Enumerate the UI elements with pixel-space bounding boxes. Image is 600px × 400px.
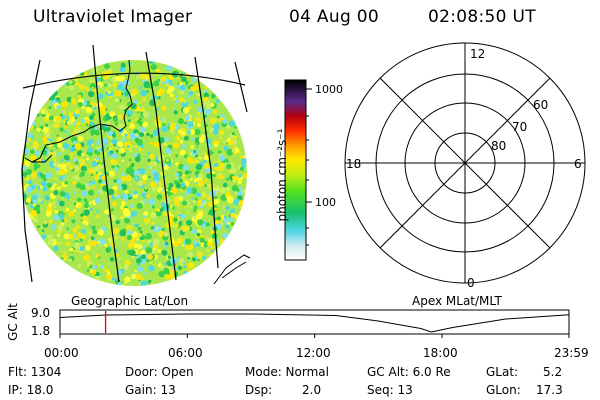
status-flt: Flt: 1304 xyxy=(8,365,62,379)
altitude-axis-label: GC Alt xyxy=(6,303,20,341)
status-glat-value: 5.2 xyxy=(543,365,563,379)
status-dsp-label: Dsp: xyxy=(245,383,273,397)
geographic-grid xyxy=(21,44,248,283)
colorbar-tick-label-1000: 1000 xyxy=(315,83,343,96)
mlt-label-18: 18 xyxy=(346,157,362,171)
colorbar xyxy=(284,79,307,261)
status-door: Door: Open xyxy=(125,365,194,379)
apex-grid-label: Apex MLat/MLT xyxy=(412,294,502,308)
latitude-line xyxy=(234,61,248,113)
uv-image-disc xyxy=(21,60,247,286)
lat-label-80: 80 xyxy=(491,139,507,153)
status-dsp-value: 2.0 xyxy=(302,383,322,397)
polar-plot xyxy=(344,42,586,284)
altitude-chart-frame xyxy=(59,309,570,335)
status-ip: IP: 18.0 xyxy=(8,383,54,397)
status-gain: Gain: 13 xyxy=(125,383,176,397)
lat-label-70: 70 xyxy=(512,120,528,134)
status-glon-label: GLon: xyxy=(486,383,521,397)
longitude-line xyxy=(145,51,177,281)
altitude-series-line xyxy=(59,313,570,333)
time-label: 02:08:50 UT xyxy=(428,7,536,27)
altitude-tick-min: 1.8 xyxy=(31,324,51,338)
latitude-line xyxy=(22,72,246,89)
polar-diagonal xyxy=(379,77,551,249)
mlt-label-0: 0 xyxy=(467,276,475,290)
altitude-tick-max: 9.0 xyxy=(31,306,51,320)
geographic-grid-label: Geographic Lat/Lon xyxy=(71,294,189,308)
lat-label-60: 60 xyxy=(533,98,549,112)
time-tick-0600: 06:00 xyxy=(168,346,203,360)
instrument-title: Ultraviolet Imager xyxy=(33,7,193,27)
mlt-label-6: 6 xyxy=(574,157,582,171)
colorbar-tick-label-100: 100 xyxy=(315,196,336,209)
status-glon-value: 17.3 xyxy=(536,383,563,397)
date-label: 04 Aug 00 xyxy=(289,7,379,27)
mlt-label-12: 12 xyxy=(470,47,486,61)
status-gcalt: GC Alt: 6.0 Re xyxy=(367,365,451,379)
longitude-line xyxy=(21,59,41,283)
status-seq: Seq: 13 xyxy=(367,383,413,397)
time-tick-0000: 00:00 xyxy=(44,346,79,360)
coastline xyxy=(24,59,251,285)
colorbar-unit-label: photon cm⁻²s⁻¹ xyxy=(275,128,289,222)
time-tick-2359: 23:59 xyxy=(554,346,589,360)
status-glat-label: GLat: xyxy=(486,365,519,379)
longitude-line xyxy=(92,44,120,283)
status-mode: Mode: Normal xyxy=(245,365,329,379)
time-tick-1200: 12:00 xyxy=(296,346,331,360)
longitude-line xyxy=(194,56,219,269)
time-tick-1800: 18:00 xyxy=(423,346,458,360)
altitude-chart xyxy=(59,309,570,338)
